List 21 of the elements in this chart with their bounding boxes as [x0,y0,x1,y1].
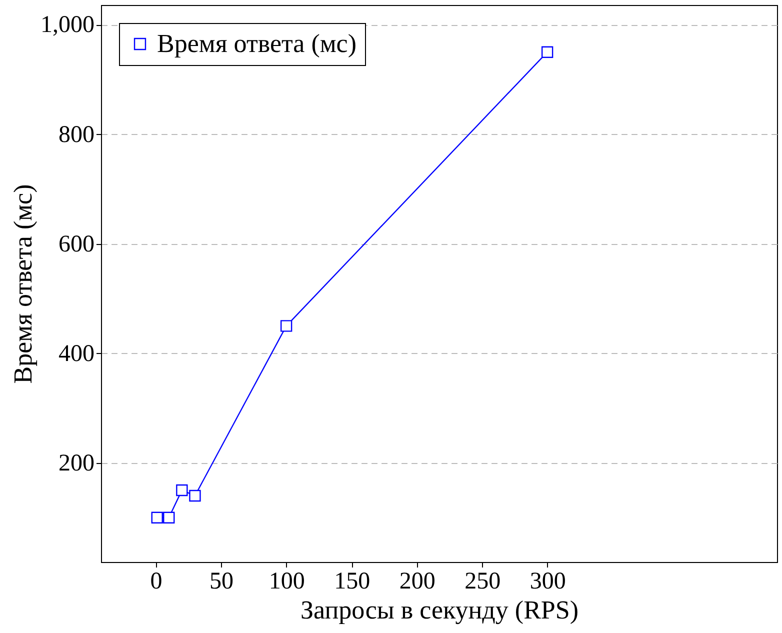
point [541,46,554,58]
x-tick-label: 250 [464,568,501,594]
x-tick-label: 0 [150,568,162,594]
x-tick-label: 200 [399,568,436,594]
legend-label: Время ответа (мс) [157,29,357,58]
x-tick-label: 50 [210,568,234,594]
y-axis-title: Время ответа (мс) [8,184,38,384]
y-tick-label: 200 [58,450,94,476]
x-tick-label: 100 [268,568,305,594]
y-tick-label: 800 [58,122,94,148]
point [280,320,292,332]
point [151,512,163,524]
x-tick-label: 300 [530,568,566,594]
point [163,512,175,524]
x-axis-title: Запросы в секунду (RPS) [300,596,578,624]
x-tick-label: 150 [334,568,370,594]
point [176,484,188,496]
y-tick-label: 600 [58,231,94,258]
y-tick-label: 1,000 [40,12,94,38]
point [189,490,201,502]
y-tick-label: 400 [58,340,94,367]
